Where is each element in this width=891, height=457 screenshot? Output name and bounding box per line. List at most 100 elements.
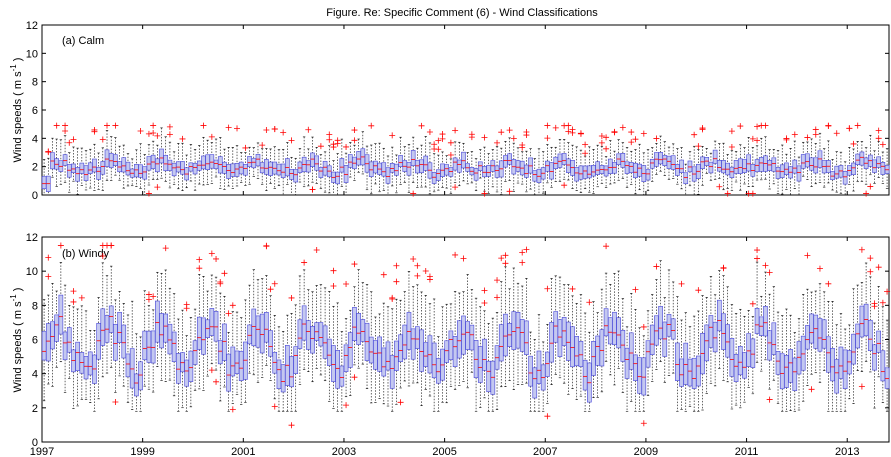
box	[184, 359, 189, 387]
outlier-marker	[351, 261, 358, 268]
outlier-marker	[502, 252, 509, 259]
panel-windy: (b) Windy Wind speeds ( m s-1 ) 0 2 4 6 8 10 1…	[9, 232, 891, 457]
box	[637, 357, 642, 394]
outlier-marker	[858, 383, 865, 390]
box	[792, 159, 798, 174]
box	[444, 340, 450, 363]
box	[779, 353, 785, 390]
outlier-marker	[754, 137, 761, 144]
panel-windy-y-ticks: 0 2 4 6 8 10 12	[26, 232, 889, 449]
box	[477, 346, 483, 383]
box	[461, 315, 466, 355]
outlier-marker	[762, 122, 769, 129]
box	[733, 353, 739, 382]
y-tick-label: 2	[32, 403, 38, 415]
y-tick-label: 4	[32, 133, 38, 145]
box	[276, 359, 282, 389]
outlier-marker	[351, 374, 358, 381]
outlier-marker	[225, 310, 232, 317]
box	[243, 341, 248, 380]
outlier-marker	[145, 296, 152, 303]
outlier-marker	[330, 283, 337, 290]
box	[675, 342, 680, 381]
box	[201, 155, 206, 170]
outlier-marker	[70, 136, 77, 143]
box	[297, 161, 303, 173]
box	[616, 317, 621, 349]
outlier-marker	[313, 247, 320, 254]
box	[213, 159, 219, 170]
outlier-marker	[879, 141, 886, 148]
outlier-marker	[57, 242, 64, 249]
box	[394, 340, 399, 371]
box	[620, 153, 626, 168]
outlier-marker	[259, 142, 266, 149]
box	[138, 361, 143, 391]
outlier-marker	[431, 141, 438, 148]
outlier-marker	[569, 129, 576, 136]
box	[553, 311, 559, 343]
box	[104, 149, 110, 167]
box	[322, 325, 328, 359]
y-tick-label: 8	[32, 77, 38, 89]
outlier-marker	[653, 135, 660, 142]
x-tick-label: 2005	[432, 446, 456, 457]
box	[402, 324, 408, 360]
outlier-marker	[816, 265, 823, 272]
outlier-marker	[812, 126, 819, 133]
outlier-marker	[263, 127, 270, 134]
outlier-marker	[326, 136, 333, 143]
box	[431, 342, 437, 379]
box	[872, 344, 877, 371]
outlier-marker	[334, 137, 341, 144]
outlier-marker	[196, 256, 203, 263]
outlier-marker	[825, 122, 832, 129]
outlier-marker	[850, 140, 857, 147]
outlier-marker	[619, 124, 626, 131]
outlier-marker	[99, 136, 106, 143]
panel-calm-ylabel: Wind speeds ( m s-1 )	[9, 58, 24, 163]
box	[423, 342, 429, 367]
outlier-marker	[426, 276, 433, 283]
outlier-marker	[754, 255, 761, 262]
outlier-marker	[762, 262, 769, 269]
box	[813, 314, 819, 349]
box	[230, 346, 236, 377]
outlier-marker	[510, 135, 517, 142]
outlier-marker	[53, 122, 60, 129]
box	[230, 163, 236, 177]
box	[549, 162, 554, 180]
box	[419, 329, 424, 372]
box	[444, 164, 450, 176]
outlier-marker	[145, 190, 152, 197]
box	[180, 161, 185, 175]
box	[92, 158, 97, 173]
outlier-marker	[867, 255, 874, 262]
box	[310, 152, 315, 167]
box	[683, 342, 689, 385]
outlier-marker	[242, 144, 249, 151]
outlier-marker	[724, 190, 731, 197]
box	[758, 157, 764, 172]
y-tick-label: 2	[32, 162, 38, 174]
box	[494, 165, 500, 178]
box	[737, 346, 743, 376]
panel-windy-ylabel: Wind speeds ( m s-1 )	[9, 288, 24, 393]
outlier-marker	[468, 134, 475, 141]
box	[293, 169, 299, 183]
box	[280, 163, 286, 179]
box	[574, 167, 580, 182]
box	[851, 333, 856, 365]
y-tick-label: 10	[26, 266, 38, 278]
box	[612, 311, 617, 346]
box	[268, 330, 273, 357]
box	[587, 165, 592, 179]
box	[121, 324, 127, 359]
outlier-marker	[229, 406, 236, 413]
x-tick-label: 2013	[835, 446, 859, 457]
outlier-marker	[225, 124, 232, 131]
box	[222, 323, 227, 361]
box	[851, 162, 856, 175]
outlier-marker	[150, 130, 157, 137]
outlier-marker	[301, 259, 308, 266]
